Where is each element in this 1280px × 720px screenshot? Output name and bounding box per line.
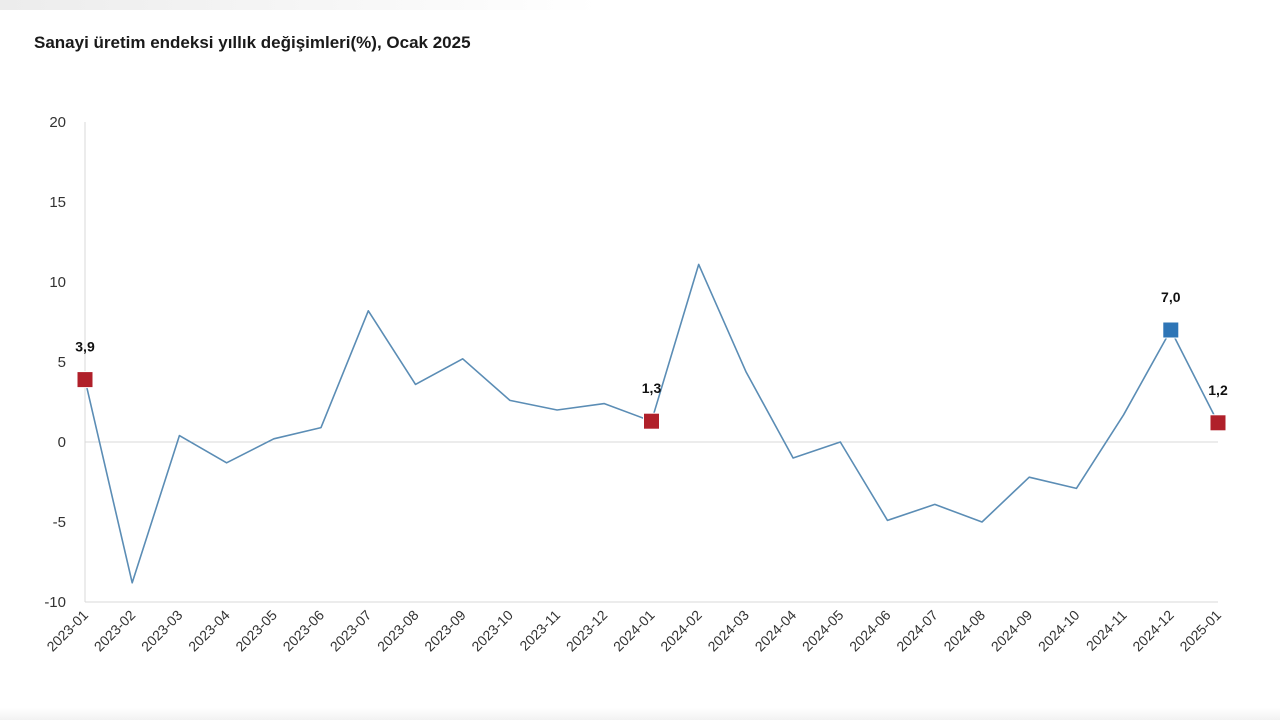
x-tick-label: 2024-12 [1129, 607, 1177, 655]
x-tick-label: 2024-08 [940, 607, 988, 655]
data-label: 3,9 [75, 339, 95, 355]
chart-axes [84, 122, 1218, 603]
x-tick-label: 2023-02 [91, 607, 139, 655]
x-tick-label: 2024-02 [657, 607, 705, 655]
data-label: 1,3 [642, 380, 662, 396]
x-tick-label: 2025-01 [1176, 607, 1224, 655]
y-tick-label: 15 [49, 194, 66, 211]
x-tick-label: 2024-03 [704, 607, 752, 655]
y-tick-label: -5 [53, 514, 66, 531]
data-marker [643, 412, 660, 430]
highlight-markers [76, 321, 1227, 432]
y-tick-label: 20 [49, 114, 66, 131]
top-edge-shade [0, 0, 600, 10]
x-tick-label: 2023-06 [280, 607, 328, 655]
x-tick-label: 2023-05 [232, 607, 280, 655]
data-marker [1162, 321, 1180, 339]
x-tick-label: 2023-08 [374, 607, 422, 655]
x-tick-label: 2023-11 [516, 607, 563, 654]
x-tick-label: 2023-03 [138, 607, 186, 655]
y-tick-label: 5 [58, 354, 66, 371]
data-label: 7,0 [1161, 289, 1181, 305]
x-tick-label: 2023-09 [421, 607, 469, 655]
x-tick-label: 2023-07 [327, 607, 375, 655]
x-tick-label: 2024-04 [752, 607, 800, 655]
x-tick-label: 2023-04 [185, 607, 233, 655]
data-label: 1,2 [1208, 382, 1228, 398]
data-marker [1209, 414, 1227, 432]
x-tick-label: 2023-12 [563, 607, 611, 655]
chart-title: Sanayi üretim endeksi yıllık değişimleri… [34, 33, 471, 52]
x-tick-label: 2024-06 [846, 607, 894, 655]
x-tick-label: 2024-07 [893, 607, 941, 655]
x-tick-label: 2024-09 [988, 607, 1036, 655]
data-labels: 3,9 1,3 7,0 1,2 [75, 289, 1228, 398]
x-tick-label: 2024-01 [610, 607, 658, 655]
bottom-edge-shade [0, 708, 1280, 720]
x-tick-label: 2024-10 [1035, 607, 1083, 655]
y-tick-label: -10 [44, 594, 66, 611]
y-axis-ticks: 20 15 10 5 0 -5 -10 [44, 114, 66, 611]
x-tick-label: 2023-10 [468, 607, 516, 655]
x-axis-ticks: 2023-01 2023-02 2023-03 2023-04 2023-05 2023-… [43, 607, 1224, 655]
x-tick-label: 2023-01 [43, 607, 91, 655]
y-tick-label: 0 [58, 434, 66, 451]
x-tick-label: 2024-05 [799, 607, 847, 655]
data-marker [76, 371, 94, 389]
y-tick-label: 10 [49, 274, 66, 291]
x-tick-label: 2024-11 [1083, 607, 1130, 654]
